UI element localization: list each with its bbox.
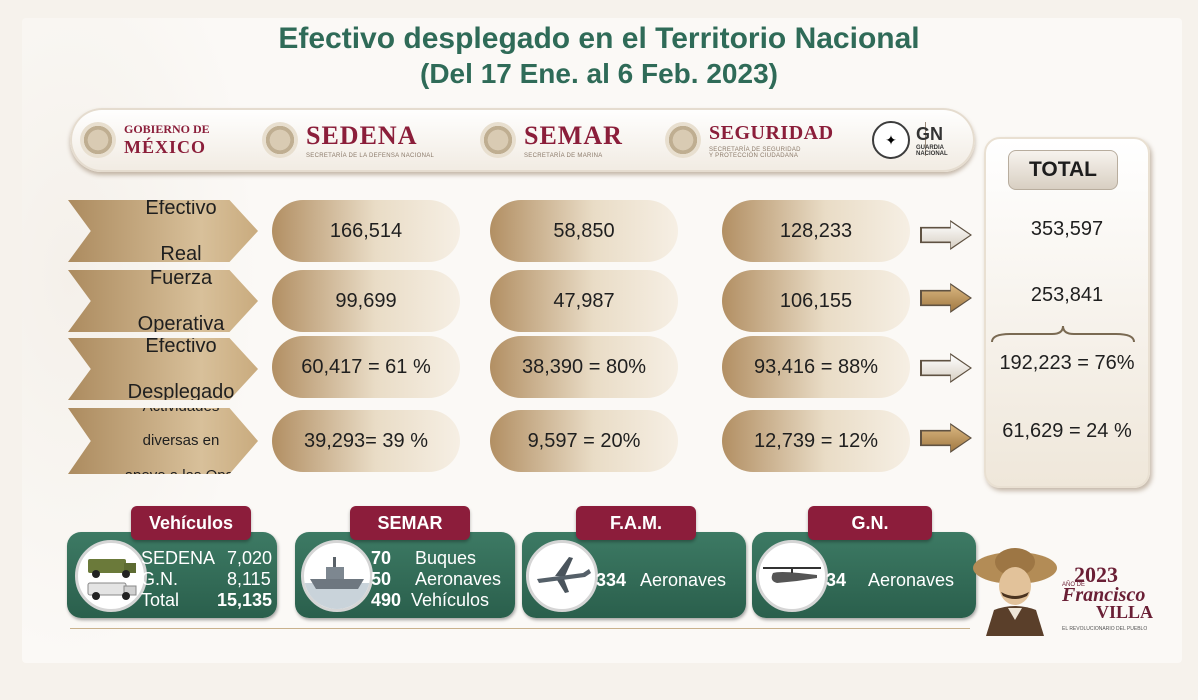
villa-small: AÑO DE [1062, 582, 1086, 588]
sedena-seal-icon [262, 122, 298, 158]
military-truck-icon [87, 559, 137, 600]
sedena-fuerza-operativa: 99,699 [272, 270, 460, 332]
coat-of-arms-icon [80, 122, 116, 158]
villa-name2: VILLA [1096, 602, 1154, 622]
vehiculos-sedena-value: 7,020 [227, 548, 273, 568]
row-label-line: Actividades [106, 408, 256, 415]
gobierno-line2: MÉXICO [124, 137, 206, 157]
seguridad-actividades-diversas: 12,739 = 12% [722, 410, 910, 472]
row-label-line: apoyo a las Ops. [106, 467, 256, 474]
total-fuerza-operativa: 253,841 [1030, 284, 1104, 306]
semar-efectivo-real: 58,850 [490, 200, 678, 262]
row-label-efectivo-desplegado: Efectivo Desplegado [68, 338, 258, 400]
francisco-villa-emblem: 2023 AÑO DE Francisco VILLA EL REVOLUCIO… [970, 540, 1160, 640]
seguridad-sub2: Y PROTECCIÓN CIUDADANA [709, 152, 799, 159]
sedena-actividades-diversas: 39,293= 39 % [272, 410, 460, 472]
total-efectivo-desplegado: 192,223 = 76% [999, 352, 1135, 374]
fam-aeronaves-num: 334 [596, 570, 627, 590]
row-label-line: Efectivo [145, 196, 217, 219]
transport-plane-icon [537, 557, 591, 593]
navy-ship-icon [304, 557, 370, 609]
row-label-line: Operativa [137, 312, 225, 335]
gn-aeronaves-num: 34 [826, 570, 847, 590]
semar-buques-num: 70 [371, 548, 392, 568]
sedena-efectivo-desplegado: 60,417 = 61 % [272, 336, 460, 398]
seguridad-logo: SEGURIDAD SECRETARÍA DE SEGURIDAD Y PROT… [665, 118, 834, 162]
total-header: TOTAL [1008, 150, 1118, 190]
banner-divider [925, 122, 926, 156]
semar-vehiculos-num: 490 [371, 590, 402, 610]
vehicles-circle [75, 540, 147, 612]
vehiculos-sedena-label: SEDENA [141, 548, 216, 568]
gn-aeronaves-label: Aeronaves [868, 570, 955, 590]
page-subtitle: (Del 17 Ene. al 6 Feb. 2023) [420, 58, 778, 89]
villa-name1: Francisco [1062, 584, 1146, 606]
total-actividades-diversas: 61,629 = 24 % [1002, 420, 1132, 442]
row-label-fuerza-operativa: Fuerza Operativa [68, 270, 258, 332]
vehiculos-total-value: 15,135 [217, 590, 273, 610]
gn-logo: ✦ GN GUARDIA NACIONAL [872, 118, 948, 162]
gn-chip: G.N. [808, 506, 932, 540]
fam-chip: F.A.M. [576, 506, 696, 540]
semar-chip: SEMAR [350, 506, 470, 540]
institutions-banner: GOBIERNO DE MÉXICO SEDENA SECRETARÍA DE … [70, 108, 975, 172]
vehiculos-gn-value: 8,115 [227, 569, 271, 589]
fam-aeronaves-label: Aeronaves [640, 570, 727, 590]
semar-aeronaves-num: 50 [371, 569, 392, 589]
vehiculos-card: SEDENA 7,020 G.N. 8,115 Total 15,135 [67, 532, 277, 618]
row-label-line: Real [160, 242, 202, 265]
semar-logo: SEMAR SECRETARÍA DE MARINA [480, 118, 623, 162]
gn-name: GN [916, 123, 943, 144]
semar-name: SEMAR [524, 121, 623, 150]
seguridad-efectivo-desplegado: 93,416 = 88% [722, 336, 910, 398]
row-label-actividades-diversas: Actividades diversas en apoyo a las Ops. [68, 408, 258, 474]
ship-circle [301, 540, 373, 612]
helicopter-circle [756, 540, 828, 612]
francisco-villa-portrait-icon [973, 548, 1057, 636]
semar-actividades-diversas: 9,597 = 20% [490, 410, 678, 472]
seguridad-efectivo-real: 128,233 [722, 200, 910, 262]
vehiculos-chip: Vehículos [131, 506, 251, 540]
sedena-efectivo-real: 166,514 [272, 200, 460, 262]
row-label-efectivo-real: Efectivo Real [68, 200, 258, 262]
sedena-logo: SEDENA SECRETARÍA DE LA DEFENSA NACIONAL [262, 118, 434, 162]
aircraft-circle [526, 540, 598, 612]
villa-year: 2023 [1074, 562, 1118, 587]
semar-fuerza-operativa: 47,987 [490, 270, 678, 332]
gn-card: 34 Aeronaves [752, 532, 976, 618]
seguridad-name: SEGURIDAD [709, 121, 834, 144]
row-label-line: Desplegado [127, 380, 235, 403]
guardia-nacional-emblem-icon: ✦ [872, 121, 910, 159]
page-title: Efectivo desplegado en el Territorio Nac… [278, 22, 920, 55]
semar-vehiculos-label: Vehículos [411, 590, 490, 610]
gn-sub2: NACIONAL [916, 150, 948, 157]
semar-seal-icon [480, 122, 516, 158]
gobierno-mexico-logo: GOBIERNO DE MÉXICO [80, 118, 210, 162]
helicopter-icon [763, 567, 821, 583]
vehiculos-total-label: Total [141, 590, 180, 610]
semar-efectivo-desplegado: 38,390 = 80% [490, 336, 678, 398]
seguridad-fuerza-operativa: 106,155 [722, 270, 910, 332]
fam-card: 334 Aeronaves [522, 532, 746, 618]
row-label-line: Efectivo [145, 334, 217, 357]
semar-buques-label: Buques [415, 548, 477, 568]
total-panel [984, 137, 1150, 488]
sedena-name: SEDENA [306, 121, 418, 150]
seguridad-sub1: SECRETARÍA DE SEGURIDAD [709, 146, 801, 153]
row-label-line: diversas en [142, 432, 220, 450]
semar-aeronaves-label: Aeronaves [415, 569, 502, 589]
bottom-rule [70, 628, 970, 629]
semar-sub: SECRETARÍA DE MARINA [524, 153, 603, 159]
gobierno-line1: GOBIERNO DE [124, 122, 210, 136]
gn-sub1: GUARDIA [916, 144, 944, 151]
semar-card: 70 Buques 50 Aeronaves 490 Vehículos [295, 532, 515, 618]
villa-tagline: EL REVOLUCIONARIO DEL PUEBLO [1062, 626, 1148, 632]
vehiculos-gn-label: G.N. [141, 569, 179, 589]
total-efectivo-real: 353,597 [1030, 218, 1104, 240]
row-label-line: Fuerza [149, 266, 213, 289]
seguridad-seal-icon [665, 122, 701, 158]
brace-icon [991, 325, 1135, 343]
sedena-sub: SECRETARÍA DE LA DEFENSA NACIONAL [306, 153, 435, 159]
